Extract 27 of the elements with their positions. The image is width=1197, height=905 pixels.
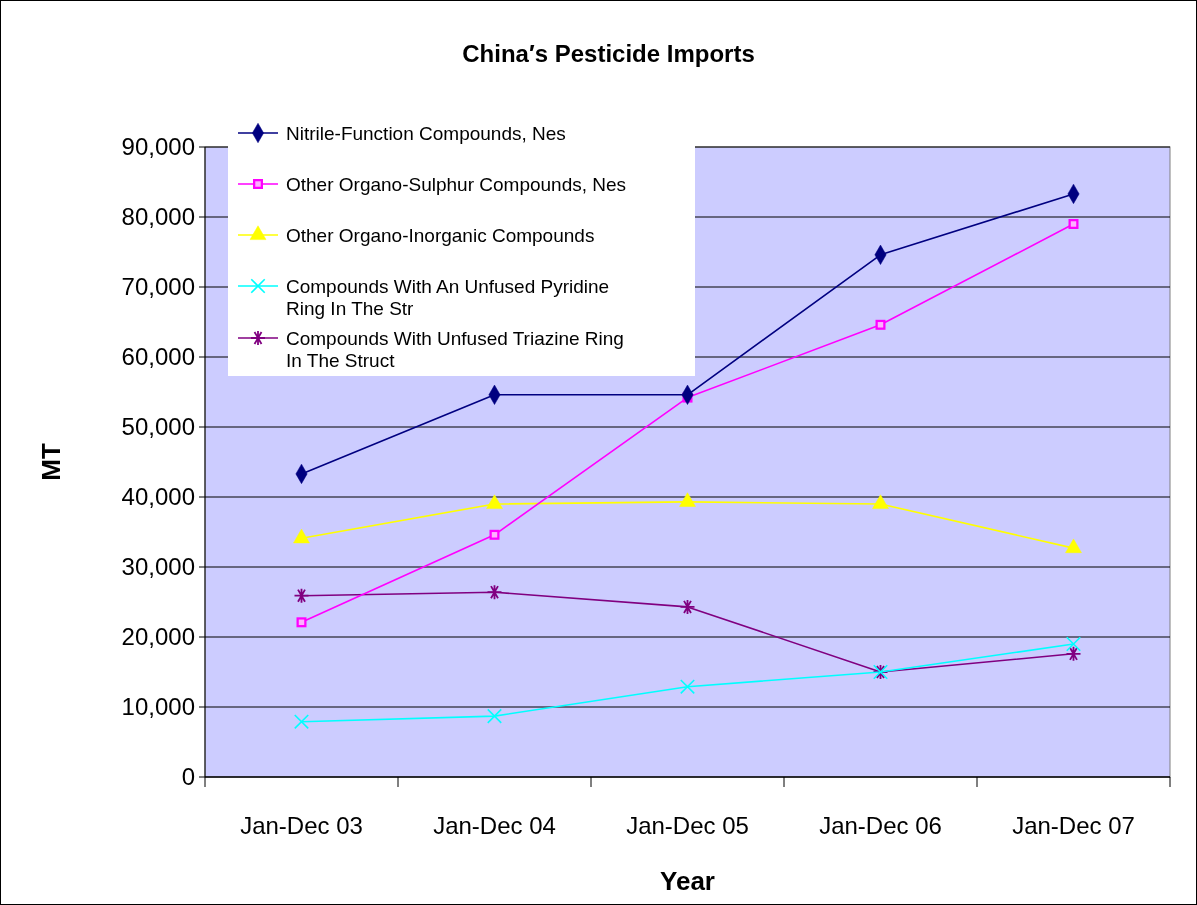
y-tick-label: 60,000 [121,343,195,371]
y-tick-label: 10,000 [121,693,195,721]
legend-label: Compounds With Unfused Triazine Ring In The Struct [286,327,624,371]
x-tick-label: Jan-Dec 05 [626,812,749,839]
y-tick-label: 80,000 [121,203,195,231]
legend-label: Compounds With An Unfused Pyridine Ring In The Str [286,275,610,319]
y-tick-label: 40,000 [121,483,195,511]
point [1065,636,1082,652]
point [486,708,503,724]
x-tick-label: Jan-Dec 06 [819,812,942,839]
y-tick-label: 0 [181,763,195,791]
chart-title: China′s Pesticide Imports [462,40,755,67]
x-axis-title: Year [660,866,715,896]
x-tick-label: Jan-Dec 04 [433,812,556,839]
x-tick-label: Jan-Dec 07 [1012,812,1135,839]
x-tick-label: Jan-Dec 03 [240,812,363,839]
y-tick-label: 70,000 [121,273,195,301]
y-axis-title: MT [36,443,66,481]
point [679,679,696,695]
legend-label: Nitrile-Function Compounds, Nes [286,122,566,144]
y-tick-label: 20,000 [121,623,195,651]
y-tick-label: 30,000 [121,553,195,581]
y-tick-label: 90,000 [121,133,195,161]
point [293,714,310,730]
legend-label: Other Organo-Sulphur Compounds, Nes [286,173,627,195]
y-tick-label: 50,000 [121,413,195,441]
legend-label: Other Organo-Inorganic Compounds [286,224,595,246]
